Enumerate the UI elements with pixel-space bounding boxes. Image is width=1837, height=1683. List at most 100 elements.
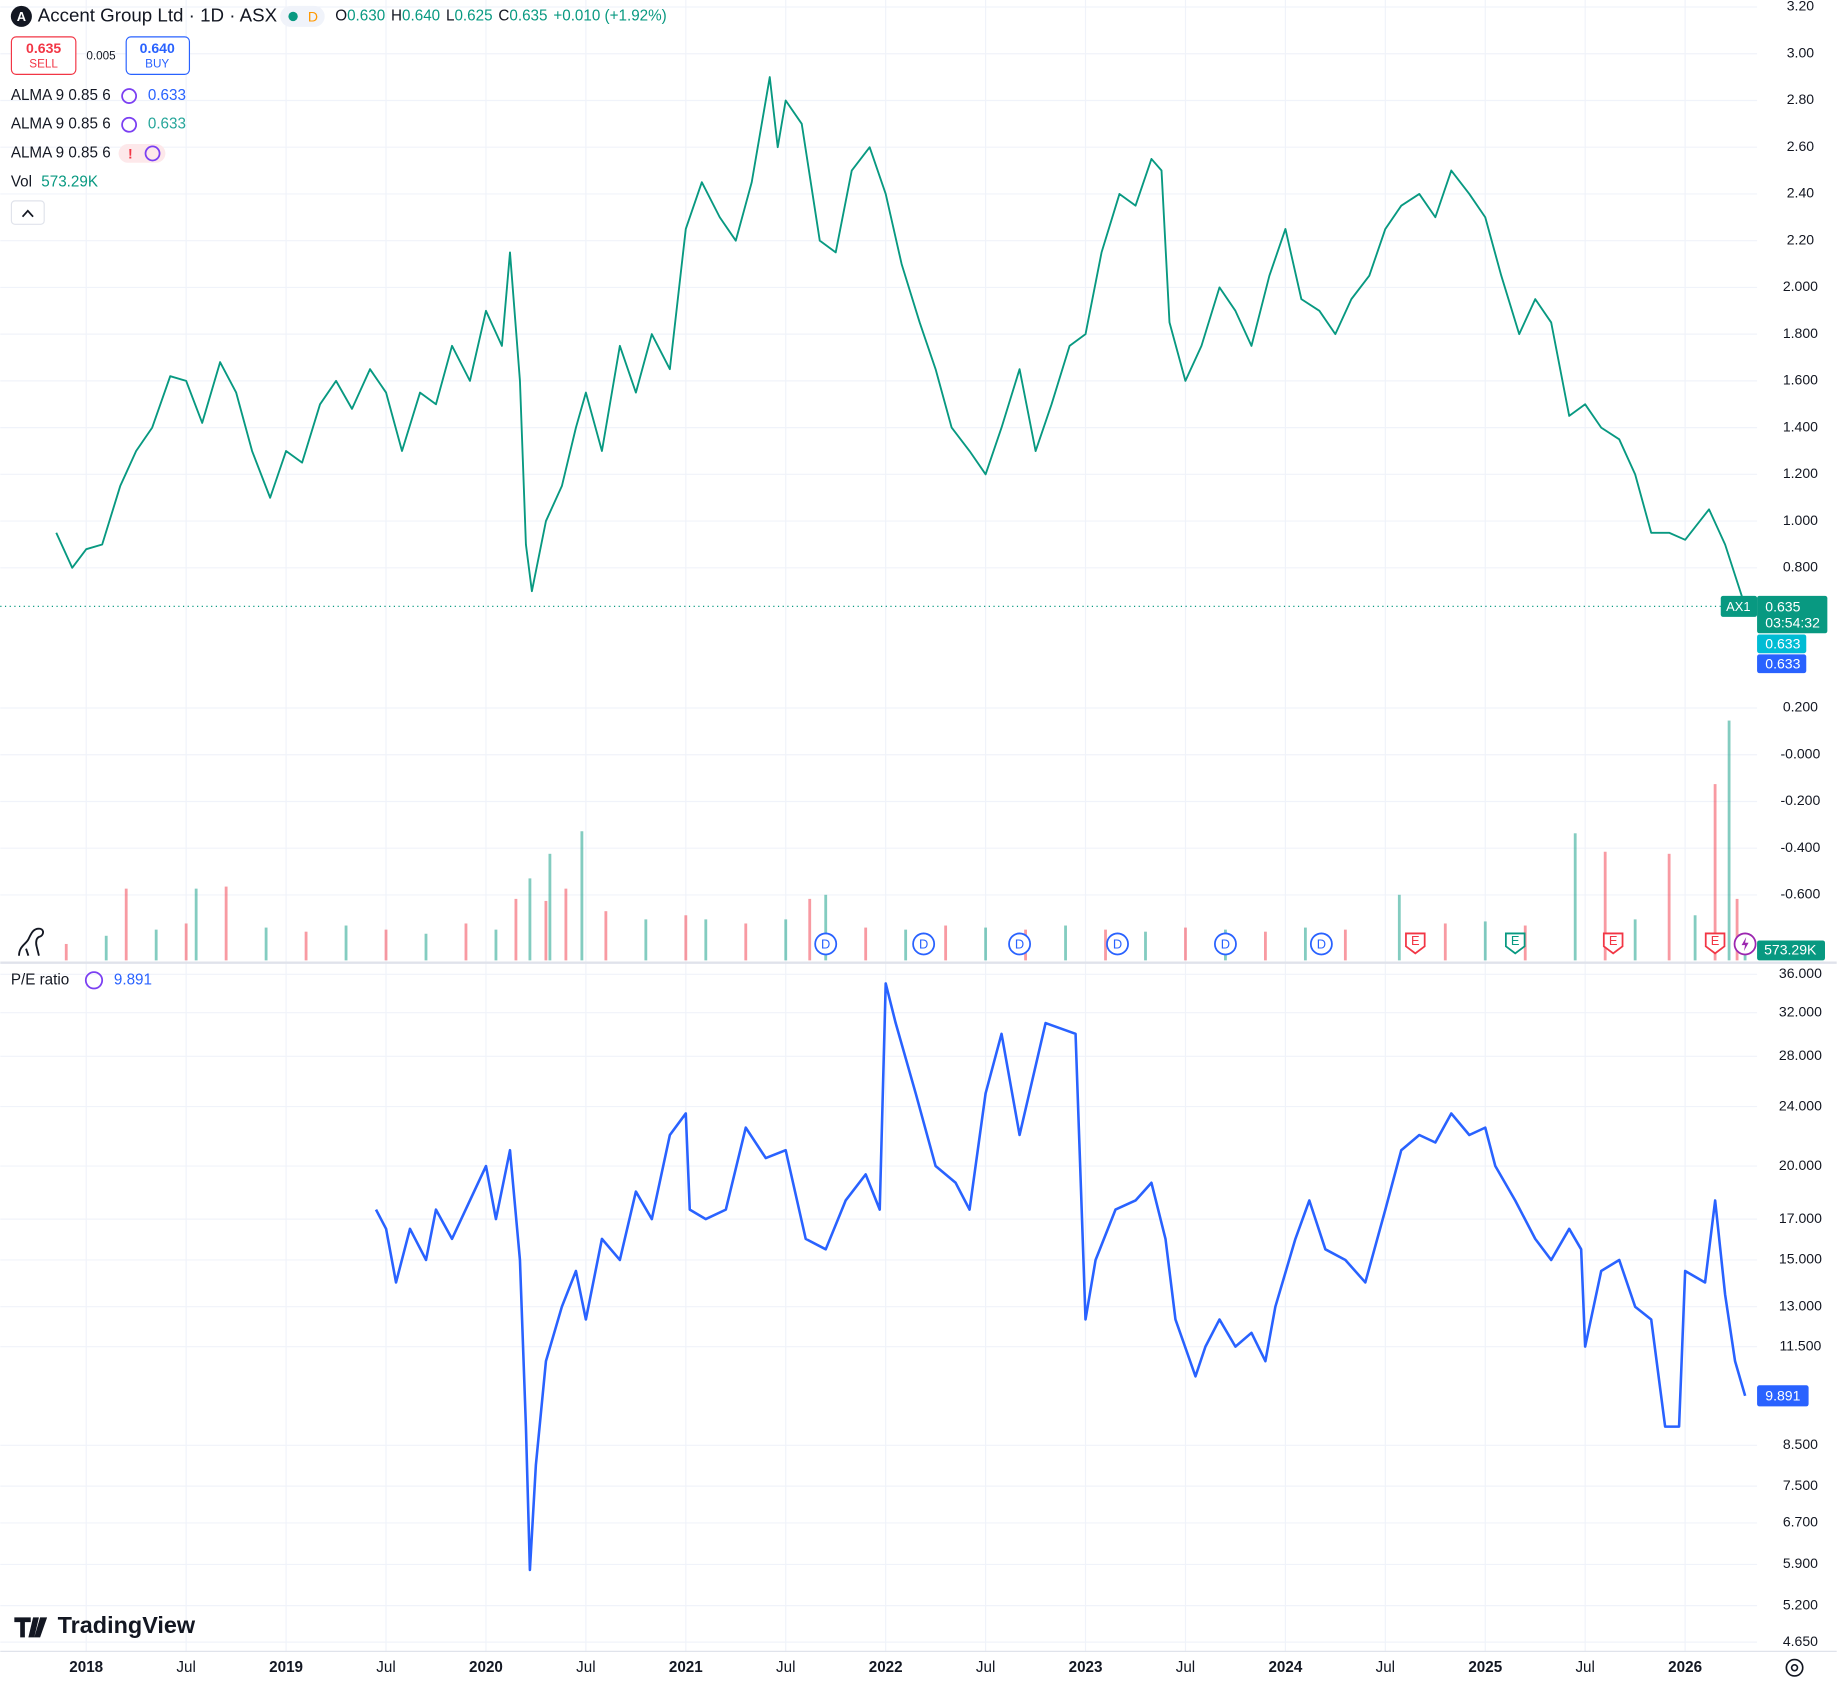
symbol-icon bbox=[10, 5, 32, 27]
price-tick-label: 1.600 bbox=[1783, 372, 1818, 388]
volume-bar bbox=[528, 878, 532, 961]
ohlc: O0.630 H0.640 L0.625 C0.635 +0.010 (+1.92%) bbox=[335, 7, 667, 24]
volume-bar bbox=[384, 929, 388, 961]
settings-icon-hub bbox=[1790, 1664, 1799, 1672]
volume-bar bbox=[1713, 784, 1717, 961]
volume-bar bbox=[1104, 929, 1107, 961]
indicator-value: 0.633 bbox=[148, 87, 186, 104]
volume-bar bbox=[1343, 929, 1347, 961]
dividend-marker bbox=[1309, 932, 1333, 956]
symbol-title[interactable]: Accent Group Ltd · 1D · ASX bbox=[38, 4, 278, 25]
event-label: E bbox=[1411, 933, 1420, 948]
volume-bar bbox=[1633, 919, 1637, 961]
time-tick-label: 2026 bbox=[1668, 1659, 1702, 1676]
low-value: 0.625 bbox=[454, 7, 492, 24]
high-value: 0.640 bbox=[402, 7, 440, 24]
dividend-marker bbox=[814, 932, 838, 956]
volume-bar bbox=[344, 925, 348, 961]
price-tick-label: 6.700 bbox=[1783, 1514, 1818, 1530]
volume-bar bbox=[808, 898, 812, 961]
volume-bar bbox=[1397, 894, 1401, 961]
pe-tag: 9.891 bbox=[1765, 1388, 1800, 1404]
volume-bar bbox=[424, 933, 428, 961]
news-bolt bbox=[1741, 936, 1749, 952]
volume-tag-bg bbox=[1757, 940, 1826, 961]
volume-bar bbox=[304, 931, 308, 961]
pe-sync-icon[interactable] bbox=[84, 971, 104, 990]
volume-bar bbox=[684, 915, 688, 961]
volume-bar bbox=[154, 929, 158, 961]
event-label: D bbox=[1015, 937, 1024, 952]
settings-icon[interactable] bbox=[1785, 1658, 1804, 1677]
logo-text[interactable]: TradingView bbox=[58, 1612, 196, 1638]
price-tick-label: 2.20 bbox=[1787, 231, 1815, 247]
price-tick-label: 1.000 bbox=[1783, 512, 1818, 528]
price-tick-label: 1.800 bbox=[1783, 325, 1818, 341]
vol-value: 573.29K bbox=[41, 174, 98, 191]
earnings-marker bbox=[1602, 932, 1624, 955]
volume-bar bbox=[944, 925, 948, 961]
earnings-marker bbox=[1704, 932, 1726, 955]
buy-price: 0.640 bbox=[140, 40, 175, 56]
time-tick-label: 2024 bbox=[1268, 1659, 1302, 1676]
price-tick-label: 28.000 bbox=[1779, 1047, 1822, 1063]
volume-bar bbox=[1264, 931, 1267, 961]
price-tick-label: 2.40 bbox=[1787, 185, 1815, 201]
pe-name: P/E ratio bbox=[11, 971, 69, 988]
time-tick-label: 2022 bbox=[869, 1659, 903, 1676]
price-tick-label: 20.000 bbox=[1779, 1157, 1822, 1173]
volume-bar bbox=[264, 927, 268, 961]
time-tick-label: 2020 bbox=[469, 1659, 503, 1676]
indicator-sync-icon bbox=[121, 116, 138, 133]
legend: A Accent Group Ltd · 1D · ASX D O0.630 H0… bbox=[10, 0, 1828, 1677]
collapse-button[interactable] bbox=[10, 200, 45, 225]
volume-bar bbox=[1303, 927, 1307, 961]
volume-bar bbox=[1735, 898, 1739, 961]
buy-button[interactable] bbox=[125, 36, 191, 75]
sell-button[interactable] bbox=[10, 36, 77, 75]
dividend-marker bbox=[1008, 932, 1032, 956]
event-label: E bbox=[1609, 933, 1618, 948]
buy-label: BUY bbox=[145, 58, 169, 71]
volume-bar bbox=[1603, 851, 1607, 961]
indicator-sync-icon bbox=[121, 88, 138, 104]
volume-bar bbox=[124, 888, 128, 961]
time-tick-label: Jul bbox=[176, 1659, 195, 1676]
volume-bar bbox=[548, 853, 552, 961]
price-tick-label: 0.200 bbox=[1783, 699, 1818, 715]
event-label: D bbox=[821, 937, 830, 952]
volume-bar bbox=[580, 831, 584, 961]
time-tick-label: Jul bbox=[376, 1659, 395, 1676]
price-tick-label: -0.400 bbox=[1780, 839, 1820, 855]
indicator-name: ALMA 9 0.85 6 bbox=[11, 144, 111, 161]
price-tick-label: 13.000 bbox=[1779, 1297, 1822, 1313]
last-price-tag-bg bbox=[1757, 595, 1828, 634]
price-tick-label: 5.200 bbox=[1783, 1596, 1818, 1612]
time-tick-label: Jul bbox=[1575, 1659, 1594, 1676]
time-tick-label: 2023 bbox=[1069, 1659, 1103, 1676]
volume-bar bbox=[224, 886, 228, 961]
price-tick-label: 0.800 bbox=[1783, 559, 1818, 575]
high-label: H bbox=[391, 7, 402, 24]
time-tick-label: Jul bbox=[976, 1659, 995, 1676]
series-line bbox=[374, 982, 1747, 1572]
market-open-dot bbox=[288, 11, 298, 22]
price-tick-label: 17.000 bbox=[1779, 1210, 1822, 1226]
volume-bar bbox=[824, 894, 828, 961]
symbol-icon-letter: A bbox=[17, 9, 26, 24]
time-tick-label: Jul bbox=[1176, 1659, 1195, 1676]
replay-icon[interactable] bbox=[18, 927, 44, 956]
volume-bar bbox=[184, 923, 188, 961]
spread: 0.005 bbox=[86, 49, 116, 62]
time-tick-label: Jul bbox=[1376, 1659, 1395, 1676]
volume-bar bbox=[1573, 833, 1577, 961]
price-tick-label: 36.000 bbox=[1779, 965, 1822, 981]
vol-name: Vol bbox=[11, 174, 32, 191]
price-tick-label: 3.20 bbox=[1787, 0, 1815, 14]
countdown-tag: 03:54:32 bbox=[1765, 615, 1820, 631]
volume-bar bbox=[494, 929, 498, 961]
low-label: L bbox=[446, 7, 454, 24]
volume-bar bbox=[904, 929, 908, 961]
indicator-sync-icon bbox=[144, 145, 161, 162]
